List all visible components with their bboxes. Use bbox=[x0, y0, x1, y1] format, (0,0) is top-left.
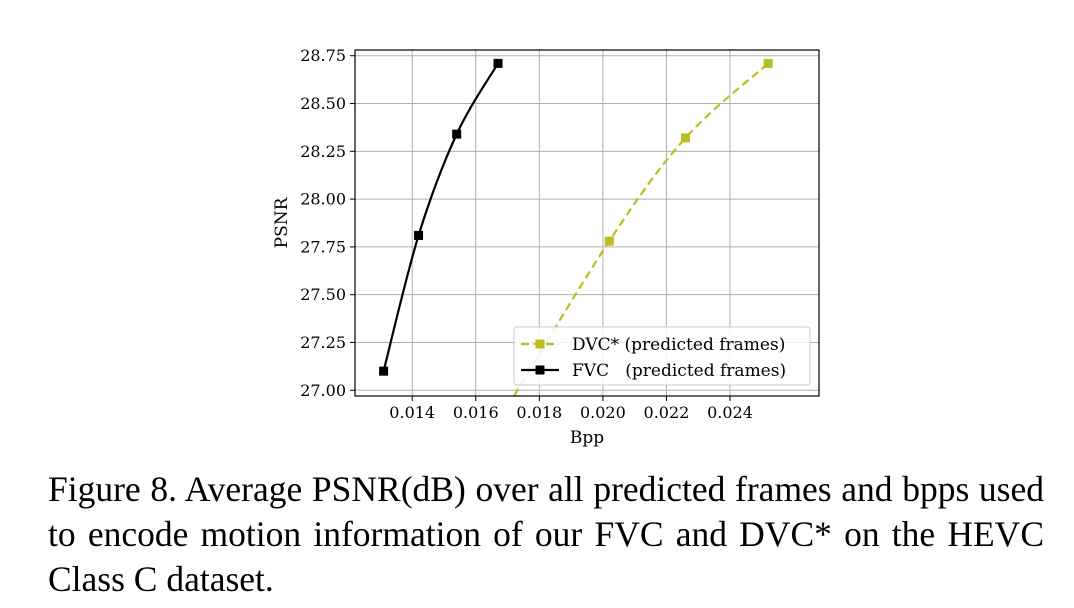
y-tick-label: 28.50 bbox=[300, 94, 346, 113]
legend-box bbox=[513, 326, 811, 386]
legend-dvc-label: DVC* (predicted frames) bbox=[572, 335, 785, 355]
dvc-data-point bbox=[604, 236, 614, 246]
x-tick-label: 0.018 bbox=[516, 403, 562, 422]
legend: DVC* (predicted frames) FVC (predicted fr… bbox=[513, 326, 811, 386]
x-axis-title: Bpp bbox=[570, 428, 604, 448]
fvc-data-point bbox=[493, 58, 503, 68]
fvc-data-point bbox=[414, 230, 424, 240]
x-tick-label: 0.024 bbox=[707, 403, 753, 422]
fvc-data-point bbox=[379, 366, 389, 376]
legend-fvc-marker bbox=[535, 365, 545, 375]
figure-caption: Figure 8. Average PSNR(dB) over all pred… bbox=[48, 469, 1044, 599]
plot-frame bbox=[354, 49, 820, 397]
y-axis-title: PSNR bbox=[272, 196, 292, 248]
x-tick-label: 0.022 bbox=[644, 403, 690, 422]
y-tick-label: 27.75 bbox=[300, 237, 346, 256]
x-tick-label: 0.016 bbox=[453, 403, 499, 422]
axis-ticks: 0.014 0.016 0.018 0.020 0.022 0.024 27.00 27.25… bbox=[300, 46, 753, 422]
legend-fvc-label: FVC (predicted frames) bbox=[572, 361, 786, 381]
grid-lines bbox=[355, 50, 819, 396]
y-tick-label: 27.00 bbox=[300, 381, 346, 400]
x-tick-label: 0.020 bbox=[580, 403, 626, 422]
dvc-data-point bbox=[681, 133, 691, 143]
fvc-data-point bbox=[452, 129, 462, 139]
y-tick-label: 28.25 bbox=[300, 142, 346, 161]
legend-dvc-marker bbox=[535, 339, 545, 349]
y-tick-label: 28.00 bbox=[300, 190, 346, 209]
psnr-bpp-chart: 0.014 0.016 0.018 0.020 0.022 0.024 27.00 27.25… bbox=[272, 46, 820, 448]
y-tick-label: 27.25 bbox=[300, 333, 346, 352]
y-tick-label: 28.75 bbox=[300, 46, 346, 65]
dvc-data-point bbox=[763, 58, 773, 68]
y-tick-label: 27.50 bbox=[300, 285, 346, 304]
x-tick-label: 0.014 bbox=[389, 403, 435, 422]
fvc-series-line bbox=[382, 62, 499, 372]
